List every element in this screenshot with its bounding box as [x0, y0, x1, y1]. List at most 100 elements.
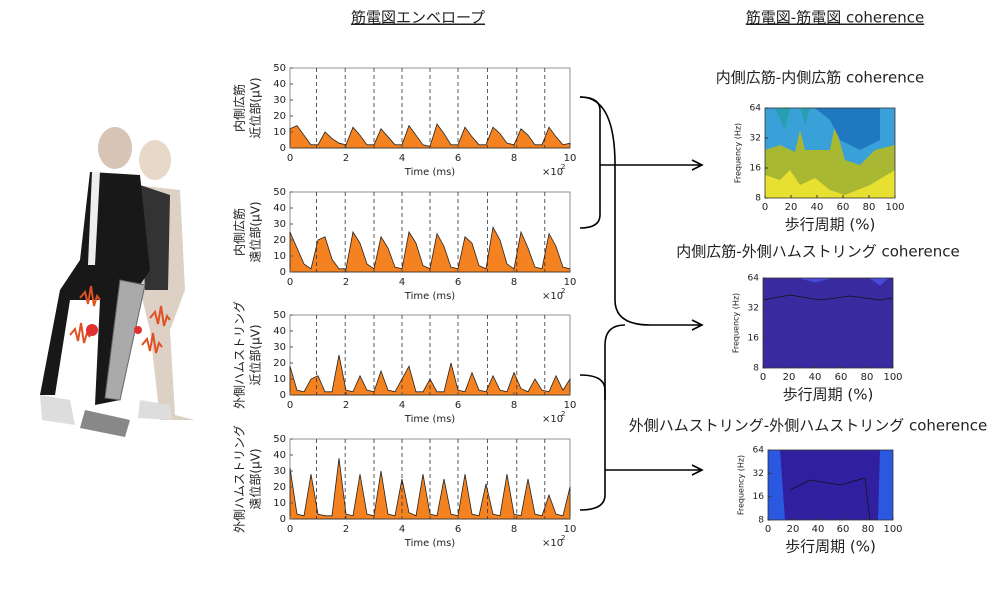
x-tick-label: 20	[783, 372, 796, 383]
x-tick-label: 0	[287, 400, 293, 411]
y-axis-label: 遠位部(μV)	[248, 201, 263, 262]
left-heading: 筋電図エンベロープ	[351, 9, 485, 27]
coherence-title: 内側広筋-外側ハムストリング coherence	[676, 243, 959, 261]
y-tick-label: 64	[753, 446, 765, 456]
plot-frame	[767, 449, 894, 521]
x-multiplier-exponent: 2	[561, 410, 565, 418]
x-tick-label: 100	[883, 372, 902, 383]
x-tick-label: 60	[837, 202, 850, 213]
emg-envelope	[289, 123, 571, 149]
y-tick-label: 20	[273, 111, 286, 122]
x-tick-label: 10	[564, 524, 577, 535]
y-tick-label: 16	[750, 164, 762, 174]
x-tick-label: 0	[762, 202, 768, 213]
x-tick-label: 8	[511, 524, 517, 535]
y-axis-label: 内側広筋	[232, 208, 247, 256]
y-tick-label: 20	[273, 358, 286, 369]
y-tick-label: 50	[273, 310, 286, 321]
x-tick-label: 80	[863, 202, 876, 213]
y-tick-label: 10	[273, 251, 286, 262]
y-axis-label: 外側ハムストリング	[233, 301, 247, 409]
x-tick-label: 4	[399, 524, 405, 535]
y-axis-label: 遠位部(μV)	[248, 448, 263, 509]
x-tick-label: 0	[287, 153, 293, 164]
y-tick-label: 30	[273, 342, 286, 353]
x-tick-label: 8	[511, 153, 517, 164]
y-tick-label: 0	[280, 514, 286, 525]
y-axis-label: 外側ハムストリング	[233, 425, 247, 533]
walker-illustration	[40, 127, 195, 437]
x-multiplier: ×10	[542, 414, 563, 425]
coherence-map-3	[768, 450, 893, 521]
coherence-map-1	[765, 108, 895, 198]
y-tick-label: 10	[273, 498, 286, 509]
connector-arrows	[579, 96, 704, 511]
y-axis-label: 近位部(μV)	[248, 77, 263, 138]
y-tick-label: 0	[280, 143, 286, 154]
y-tick-label: 40	[273, 79, 286, 90]
x-multiplier: ×10	[542, 291, 563, 302]
x-tick-label: 6	[455, 277, 461, 288]
y-tick-label: 64	[748, 274, 760, 284]
x-tick-label: 0	[760, 372, 766, 383]
y-tick-label: 50	[273, 63, 286, 74]
x-tick-label: 80	[861, 372, 874, 383]
x-tick-label: 0	[765, 524, 771, 535]
x-tick-label: 40	[811, 202, 824, 213]
x-tick-label: 10	[564, 400, 577, 411]
y-tick-label: 30	[273, 95, 286, 106]
y-tick-label: 40	[273, 326, 286, 337]
x-tick-label: 0	[287, 277, 293, 288]
x-multiplier: ×10	[542, 538, 563, 549]
x-multiplier-exponent: 2	[561, 534, 565, 542]
y-tick-label: 50	[273, 187, 286, 198]
y-tick-label: 20	[273, 235, 286, 246]
y-axis-label: 近位部(μV)	[248, 324, 263, 385]
x-tick-label: 2	[343, 153, 349, 164]
x-tick-label: 10	[564, 277, 577, 288]
plot-frame	[764, 107, 896, 199]
y-axis-label: 内側広筋	[232, 84, 247, 132]
y-tick-label: 16	[748, 334, 760, 344]
x-tick-label: 6	[455, 524, 461, 535]
x-tick-label: 10	[564, 153, 577, 164]
y-tick-label: 0	[280, 390, 286, 401]
x-axis-label: 歩行周期 (%)	[785, 216, 876, 234]
x-tick-label: 60	[837, 524, 850, 535]
x-axis-label: Time (ms)	[404, 291, 456, 302]
y-tick-label: 10	[273, 374, 286, 385]
y-axis-label: Frequency (Hz)	[734, 123, 743, 183]
plot-frame	[762, 277, 894, 369]
right-heading: 筋電図-筋電図 coherence	[746, 9, 924, 27]
y-tick-label: 32	[748, 304, 759, 314]
y-tick-label: 32	[750, 134, 761, 144]
y-tick-label: 64	[750, 104, 762, 114]
y-tick-label: 40	[273, 203, 286, 214]
y-axis-label: Frequency (Hz)	[732, 293, 741, 353]
x-tick-label: 0	[287, 524, 293, 535]
y-axis-label: Frequency (Hz)	[737, 455, 746, 515]
x-tick-label: 40	[809, 372, 822, 383]
y-tick-label: 20	[273, 482, 286, 493]
x-multiplier-exponent: 2	[561, 287, 565, 295]
y-tick-label: 10	[273, 127, 286, 138]
x-tick-label: 6	[455, 153, 461, 164]
x-tick-label: 60	[835, 372, 848, 383]
y-tick-label: 8	[753, 364, 759, 374]
y-tick-label: 30	[273, 466, 286, 477]
y-tick-label: 8	[758, 516, 764, 526]
x-tick-label: 20	[787, 524, 800, 535]
x-tick-label: 2	[343, 524, 349, 535]
x-tick-label: 8	[511, 400, 517, 411]
x-tick-label: 2	[343, 400, 349, 411]
coherence-title: 内側広筋-内側広筋 coherence	[716, 69, 924, 87]
x-axis-label: Time (ms)	[404, 538, 456, 549]
y-tick-label: 40	[273, 450, 286, 461]
x-tick-label: 4	[399, 400, 405, 411]
y-tick-label: 32	[753, 469, 764, 479]
x-tick-label: 80	[862, 524, 875, 535]
y-tick-label: 16	[753, 492, 765, 502]
emg-envelope	[289, 225, 571, 273]
x-axis-label: Time (ms)	[404, 414, 456, 425]
